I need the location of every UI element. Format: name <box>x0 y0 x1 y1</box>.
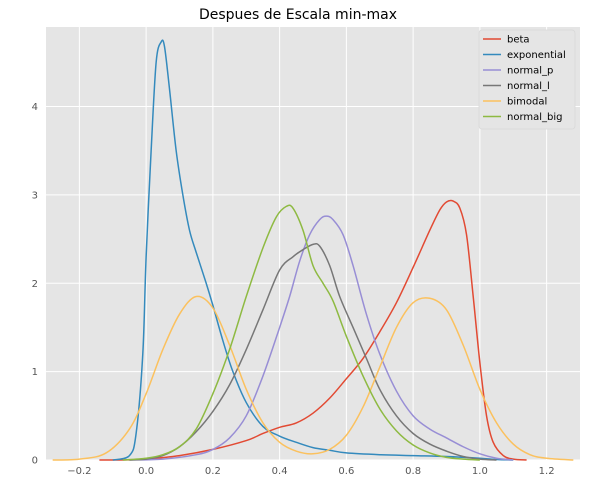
x-tick-label: 0.6 <box>338 466 354 477</box>
legend-label: normal_big <box>507 112 563 123</box>
y-tick-label: 4 <box>32 102 38 113</box>
x-tick-label: 0.2 <box>205 466 221 477</box>
x-tick-label: 1.2 <box>539 466 555 477</box>
series-line-bimodal <box>52 295 574 461</box>
y-axis: 0 1 2 3 4 <box>32 102 38 466</box>
legend-label: bimodal <box>507 97 547 108</box>
series-line-exponential <box>112 39 514 461</box>
series-line-normal-p <box>129 215 514 461</box>
y-tick-label: 3 <box>32 190 38 201</box>
legend-label: normal_l <box>507 81 550 92</box>
chart-title: Despues de Escala min-max <box>199 7 397 23</box>
series-line-normal-l <box>129 242 497 461</box>
y-tick-label: 0 <box>32 456 38 467</box>
y-tick-label: 2 <box>32 279 38 290</box>
y-tick-label: 1 <box>32 367 38 378</box>
legend-label: normal_p <box>507 66 553 77</box>
x-tick-label: 0.4 <box>272 466 288 477</box>
x-axis: −0.2 0.0 0.2 0.4 0.6 0.8 1.0 1.2 <box>67 466 554 477</box>
x-tick-label: 0.8 <box>405 466 421 477</box>
legend-label: beta <box>507 35 530 46</box>
x-tick-label: −0.2 <box>67 466 91 477</box>
series-line-beta <box>99 199 527 461</box>
x-tick-label: 0.0 <box>138 466 154 477</box>
legend-box <box>478 29 576 130</box>
x-tick-label: 1.0 <box>472 466 488 477</box>
series-line-normal-big <box>122 204 480 461</box>
legend-label: exponential <box>507 50 566 61</box>
series-layer <box>52 39 574 461</box>
